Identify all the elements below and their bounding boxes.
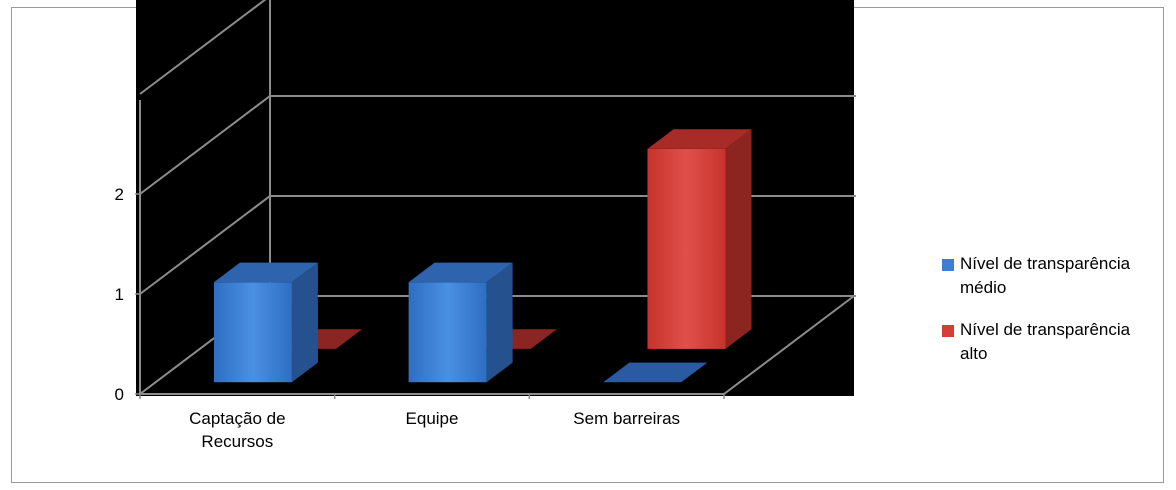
legend-swatch-medio bbox=[942, 259, 954, 271]
bar-front-0-0 bbox=[213, 282, 292, 383]
bar-zero-0-2 bbox=[603, 362, 708, 383]
x-tick-label-0: Captação de Recursos bbox=[189, 409, 285, 451]
bar-top-0-1 bbox=[408, 262, 513, 283]
y-tick-label-1: 1 bbox=[115, 285, 124, 304]
bar-0-2 bbox=[603, 362, 708, 383]
bar-1-2 bbox=[647, 129, 752, 349]
legend-label-medio-line2: médio bbox=[960, 278, 1007, 297]
bar-front-0-1 bbox=[408, 282, 487, 383]
bar-side-0-1 bbox=[486, 262, 513, 383]
legend-item-alto: Nível de transparência alto bbox=[940, 318, 1170, 366]
legend-swatch-alto bbox=[942, 325, 954, 337]
legend-label-alto-line1: Nível de transparência bbox=[960, 320, 1131, 339]
bar-front-1-2 bbox=[647, 148, 726, 349]
bar-0-1 bbox=[408, 262, 513, 383]
legend-label-alto-line2: alto bbox=[960, 344, 988, 363]
legend-label-medio-line1: Nível de transparência bbox=[960, 254, 1131, 273]
bar-side-0-0 bbox=[291, 262, 318, 383]
bar-top-0-0 bbox=[213, 262, 318, 283]
bar-side-1-2 bbox=[725, 129, 752, 349]
x-tick-label-2: Sem barreiras bbox=[573, 409, 680, 428]
legend-item-medio: Nível de transparência médio bbox=[940, 252, 1170, 300]
legend: Nível de transparência médio Nível de tr… bbox=[940, 252, 1170, 384]
y-tick-label-0: 0 bbox=[115, 385, 124, 404]
x-tick-label-1: Equipe bbox=[406, 409, 459, 428]
bar-top-1-2 bbox=[647, 129, 752, 149]
y-tick-label-2: 2 bbox=[115, 185, 124, 204]
floor-right-edge bbox=[723, 295, 855, 395]
gridline-3 bbox=[139, 0, 267, 95]
bar-0-0 bbox=[213, 262, 318, 383]
